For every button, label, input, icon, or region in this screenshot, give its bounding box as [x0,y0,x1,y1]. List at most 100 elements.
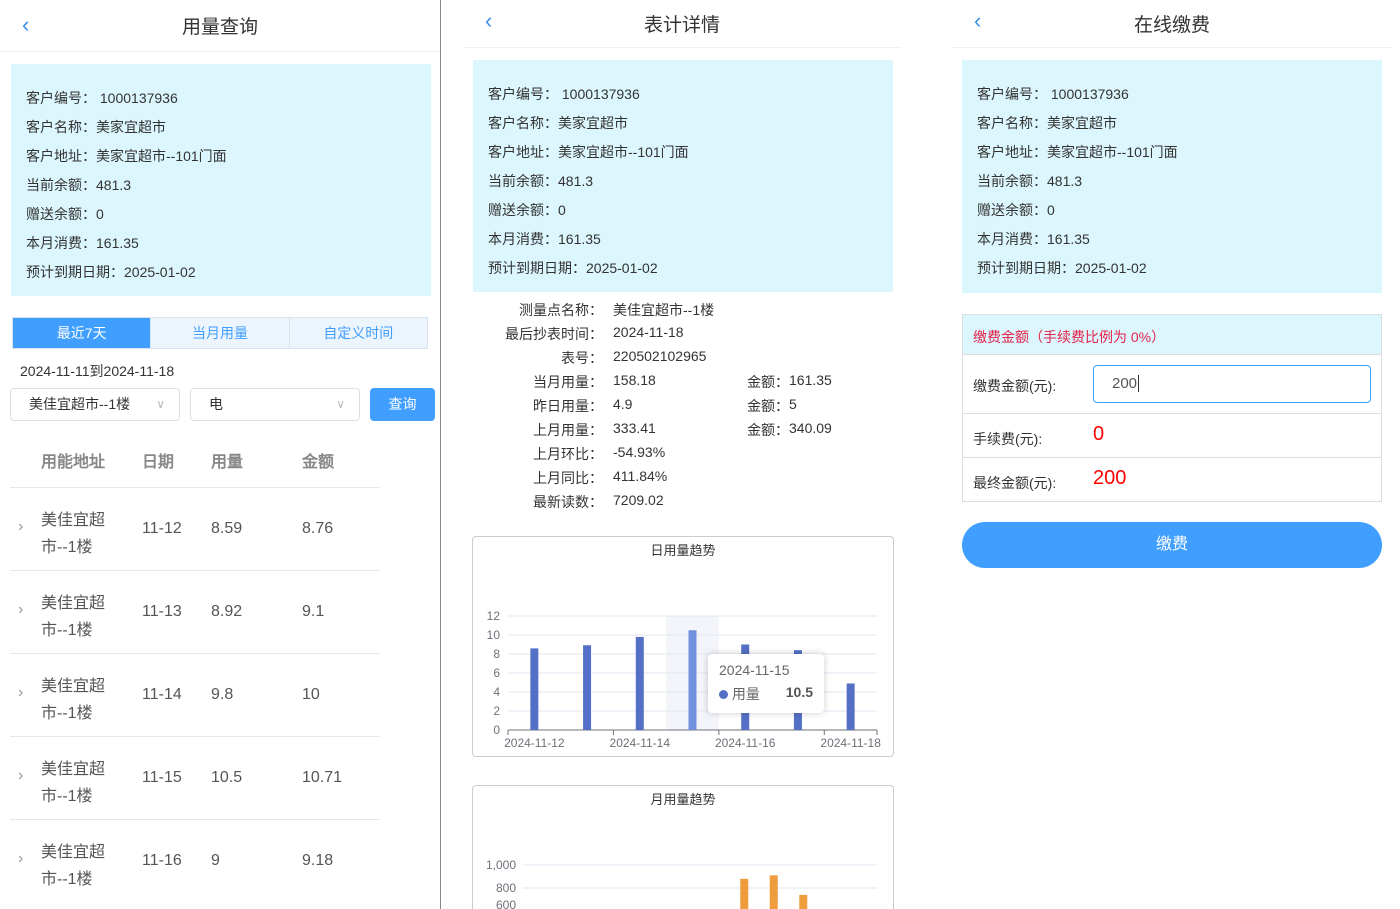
detail-value: 333.41 [613,420,656,436]
amount-row: 缴费金额(元): 200 [963,355,1381,414]
y-tick-label: 2 [493,704,500,718]
bar-2024-11-12 [530,648,539,730]
row-address-2: 市--1楼 [41,788,93,805]
customer-name: 客户名称：美家宜超市 [26,119,166,135]
table-row[interactable]: › 美佳宜超 市--1楼 11-16 9 9.18 [10,819,380,902]
y-tick-label: 6 [493,666,500,680]
detail-value: 7209.02 [613,492,664,508]
bar-2024-11-18 [846,683,855,730]
row-usage: 10.5 [211,769,243,786]
gift-balance: 赠送余额：0 [488,202,566,218]
amount-input[interactable]: 200 [1093,365,1371,403]
monthly-usage-chart: 月用量趋势 1,000 800 600 [472,785,894,909]
tab-this-month[interactable]: 当月用量 [150,318,289,348]
detail-amount-label: 金额： [747,422,789,438]
customer-id: 客户编号： 1000137936 [488,86,640,102]
bar-2024-11-14 [635,636,644,730]
row-amount: 9.1 [302,603,325,620]
table-row[interactable]: › 美佳宜超 市--1楼 11-12 8.59 8.76 [10,487,380,570]
header: ‹ 用量查询 [0,0,440,52]
table-row[interactable]: › 美佳宜超 市--1楼 11-14 9.8 10 [10,653,380,736]
back-chevron-icon[interactable]: ‹ [22,12,30,37]
tooltip-title: 2024-11-15 [719,662,790,678]
daily-usage-chart: 日用量趋势 0 2 4 6 8 10 12 2024-11-12 2024-11-14 2024-… [472,536,894,757]
daily-chart-svg: 0 2 4 6 8 10 12 2024-11-12 2024-11-14 2024-11-16 2… [487,609,882,750]
row-amount: 10 [302,686,320,703]
detail-label: 上月用量： [533,422,603,438]
chevron-down-icon: ∨ [156,397,165,411]
range-tabs: 最近7天 当月用量 自定义时间 [12,317,428,349]
expand-chevron-icon[interactable]: › [18,684,24,701]
detail-label: 昨日用量： [533,398,603,414]
row-amount: 8.76 [302,520,334,537]
row-address-2: 市--1楼 [41,871,93,888]
customer-id: 客户编号： 1000137936 [977,86,1129,102]
due-date: 预计到期日期：2025-01-02 [977,260,1147,276]
monthly-chart-svg: 1,000 800 600 [486,858,877,909]
customer-id: 客户编号： 1000137936 [26,90,178,106]
row-address-1: 美佳宜超 [41,761,106,778]
current-balance: 当前余额：481.3 [488,173,594,189]
row-address-1: 美佳宜超 [41,595,106,612]
page-title: 在线缴费 [1133,15,1210,36]
series-dot-icon [719,690,728,699]
back-chevron-icon[interactable]: ‹ [974,8,982,33]
detail-label: 表号： [561,350,603,366]
detail-amount-label: 金额： [747,374,789,390]
detail-value: 411.84% [613,468,668,484]
header: ‹ 在线缴费 [952,0,1392,48]
final-value: 200 [1093,467,1127,489]
expand-chevron-icon[interactable]: › [18,850,24,867]
back-chevron-icon[interactable]: ‹ [485,8,493,33]
chevron-down-icon: ∨ [336,397,345,411]
y-tick-label: 1,000 [486,858,516,872]
due-date: 预计到期日期：2025-01-02 [26,264,196,280]
detail-label: 上月同比： [533,470,603,486]
y-tick-label: 800 [496,881,516,895]
tooltip-series: 用量 [731,686,760,702]
expand-chevron-icon[interactable]: › [18,601,24,618]
table-row[interactable]: › 美佳宜超 市--1楼 11-13 8.92 9.1 [10,570,380,653]
meter-select[interactable]: 美佳宜超市--1楼 ∨ [10,388,180,421]
row-address-1: 美佳宜超 [41,678,106,695]
detail-amount-label: 金额： [747,398,789,414]
tab-last-7-days[interactable]: 最近7天 [13,318,151,348]
customer-address: 客户地址：美家宜超市--101门面 [26,148,227,164]
detail-amount-value: 161.35 [789,372,832,388]
tooltip-value: 10.5 [785,684,813,700]
query-button[interactable]: 查询 [370,388,435,421]
gift-balance: 赠送余额：0 [977,202,1055,218]
expand-chevron-icon[interactable]: › [18,518,24,535]
gift-balance: 赠送余额：0 [26,206,104,222]
detail-label: 测量点名称： [519,302,603,318]
chart-title: 日用量趋势 [650,543,716,558]
table-row[interactable]: › 美佳宜超 市--1楼 11-15 10.5 10.71 [10,736,380,819]
detail-amount-value: 5 [789,396,797,412]
row-usage: 8.59 [211,520,243,537]
row-date: 11-14 [142,686,182,703]
x-tick-label: 2024-11-18 [820,736,881,750]
header: ‹ 表计详情 [463,0,901,48]
energy-type-select[interactable]: 电 ∨ [190,388,360,421]
row-amount: 9.18 [302,852,334,869]
tab-custom-time[interactable]: 自定义时间 [288,318,427,348]
due-date: 预计到期日期：2025-01-02 [488,260,658,276]
chart-tooltip: 2024-11-15 用量 10.5 [708,654,824,713]
detail-label: 最后抄表时间： [505,326,603,342]
col-address: 用能地址 [41,454,106,471]
expand-chevron-icon[interactable]: › [18,767,24,784]
customer-address: 客户地址：美家宜超市--101门面 [977,144,1178,160]
pay-button[interactable]: 缴费 [962,522,1382,568]
row-address-2: 市--1楼 [41,622,93,639]
y-tick-label: 10 [487,628,501,642]
bar-2024-11-13 [583,645,592,730]
bar-2024-11-15 [688,630,697,730]
row-usage: 9 [211,852,220,869]
fee-label: 手续费(元): [973,431,1043,447]
row-date: 11-13 [142,603,182,620]
customer-info-card: 客户编号： 1000137936 客户名称：美家宜超市 客户地址：美家宜超市--… [11,64,431,296]
month-consumption: 本月消费：161.35 [977,231,1090,247]
date-range: 2024-11-11到2024-11-18 [20,363,175,379]
row-usage: 9.8 [211,686,234,703]
detail-label: 最新读数： [533,494,603,510]
